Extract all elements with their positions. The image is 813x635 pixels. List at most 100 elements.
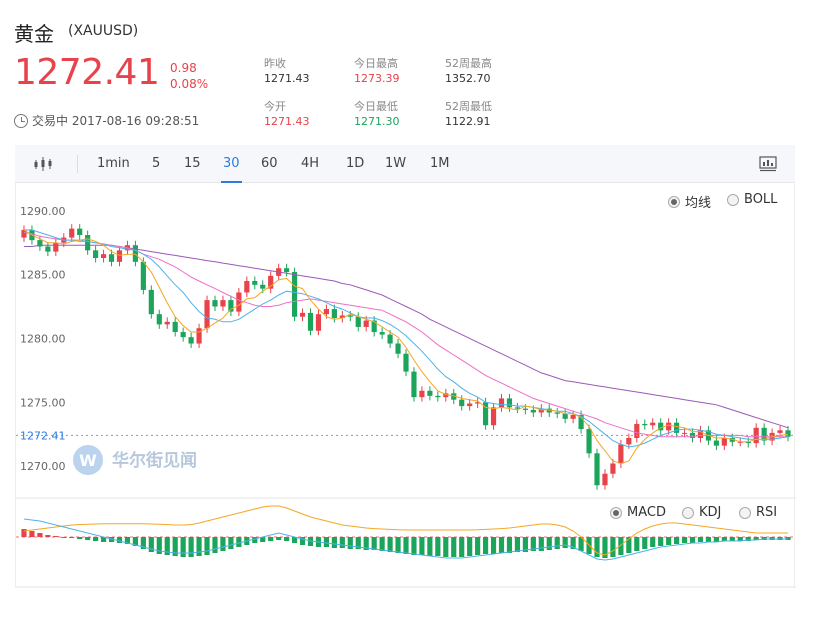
candle <box>148 289 154 315</box>
legend-macd[interactable]: MACD <box>610 505 666 520</box>
macd-bar <box>483 537 489 554</box>
stat-label: 昨收 <box>264 57 286 70</box>
legend-rsi[interactable]: RSI <box>739 505 777 520</box>
current-price-label: 1272.41 <box>20 429 66 442</box>
macd-bar <box>785 537 791 540</box>
macd-bar <box>681 537 688 543</box>
candle <box>602 473 608 486</box>
candle <box>132 245 138 262</box>
interval-1d[interactable]: 1D <box>346 156 365 171</box>
legend-boll[interactable]: BOLL <box>727 192 777 207</box>
ma20-line <box>23 232 788 438</box>
macd-bar <box>93 537 99 541</box>
candle <box>610 463 616 474</box>
macd-bar <box>156 537 162 554</box>
interval-5[interactable]: 5 <box>152 156 161 171</box>
macd-bar <box>467 537 473 556</box>
macd-bar <box>642 537 648 549</box>
legend-rsi-label: RSI <box>756 505 778 520</box>
macd-bar <box>21 529 27 537</box>
candle <box>228 300 234 312</box>
candle <box>252 280 258 285</box>
chart-settings-icon[interactable] <box>759 156 777 172</box>
legend-kdj-label: KDJ <box>699 505 722 520</box>
status-text: 交易中 2017-08-16 09:28:51 <box>32 114 200 128</box>
macd-bar <box>729 537 735 541</box>
macd-bar <box>666 537 672 545</box>
interval-30[interactable]: 30 <box>221 156 242 183</box>
legend-kdj[interactable]: KDJ <box>682 505 721 520</box>
candle <box>530 409 536 413</box>
macd-bar <box>451 537 457 557</box>
macd-bar <box>236 537 242 547</box>
candle <box>347 315 353 317</box>
candle <box>475 402 481 404</box>
trading-status: 交易中 2017-08-16 09:28:51 <box>14 112 199 129</box>
price-chart[interactable]: W 华尔街见闻 1290.00 1285.00 1280.00 1275.00 1270.0… <box>16 183 797 609</box>
macd-bar <box>268 537 274 541</box>
candle <box>291 272 298 317</box>
stat-value: 1271.43 <box>264 115 310 128</box>
candle <box>363 320 369 327</box>
macd-bar <box>490 537 497 554</box>
candle <box>459 399 465 407</box>
candle <box>220 300 226 307</box>
macd-bar <box>331 537 337 548</box>
interval-60[interactable]: 60 <box>261 156 278 171</box>
candle <box>761 427 767 441</box>
candle <box>498 398 505 408</box>
candlestick-type-icon[interactable] <box>34 157 52 171</box>
candle <box>435 395 441 398</box>
macd-bar <box>196 537 202 556</box>
macd-bar <box>395 537 401 553</box>
interval-1min[interactable]: 1min <box>97 156 130 171</box>
candle <box>785 430 791 437</box>
macd-bar <box>475 537 481 555</box>
macd-bar <box>77 537 83 539</box>
candle <box>658 422 664 431</box>
interval-15[interactable]: 15 <box>184 156 201 171</box>
candle <box>467 403 473 407</box>
ma60-line <box>24 244 789 429</box>
watermark: W 华尔街见闻 <box>73 445 197 475</box>
macd-bar <box>132 537 138 546</box>
stat-day-high: 今日最高 1273.39 <box>354 56 400 86</box>
candle <box>506 398 513 408</box>
ma10-line <box>24 229 789 448</box>
stat-prev-close: 昨收 1271.43 <box>264 56 310 86</box>
candle <box>45 246 51 252</box>
candle <box>395 343 401 354</box>
macd-bar <box>387 537 393 552</box>
clock-icon <box>14 113 28 128</box>
candle <box>355 316 361 327</box>
instrument-title: 黄金 <box>14 22 54 46</box>
macd-bar <box>180 537 186 557</box>
macd-bar <box>212 537 218 553</box>
chart-area[interactable]: W 华尔街见闻 1290.00 1285.00 1280.00 1275.00 1270.0… <box>15 183 797 609</box>
macd-bar <box>100 537 107 542</box>
candle <box>100 254 107 258</box>
candle <box>77 228 83 236</box>
candle <box>260 284 266 289</box>
candle <box>371 320 377 333</box>
legend-macd-label: MACD <box>627 505 666 520</box>
candle <box>188 337 194 344</box>
macd-bar <box>339 537 345 548</box>
macd-bar <box>220 537 226 551</box>
interval-1m[interactable]: 1M <box>430 156 450 171</box>
candle <box>387 334 393 344</box>
candle <box>339 315 345 318</box>
interval-1w[interactable]: 1W <box>385 156 407 171</box>
candle <box>427 390 433 396</box>
macd-bar <box>323 537 329 547</box>
macd-bar <box>37 533 43 537</box>
macd-bar <box>403 537 409 554</box>
radio-selected-icon <box>610 506 622 519</box>
macd-bar <box>69 537 75 538</box>
interval-4h[interactable]: 4H <box>301 156 320 171</box>
stat-value: 1352.70 <box>445 72 491 85</box>
legend-ma[interactable]: 均线 <box>668 192 711 211</box>
macd-bar <box>530 537 536 551</box>
toolbar-divider <box>77 155 78 173</box>
macd-bar <box>578 537 584 551</box>
